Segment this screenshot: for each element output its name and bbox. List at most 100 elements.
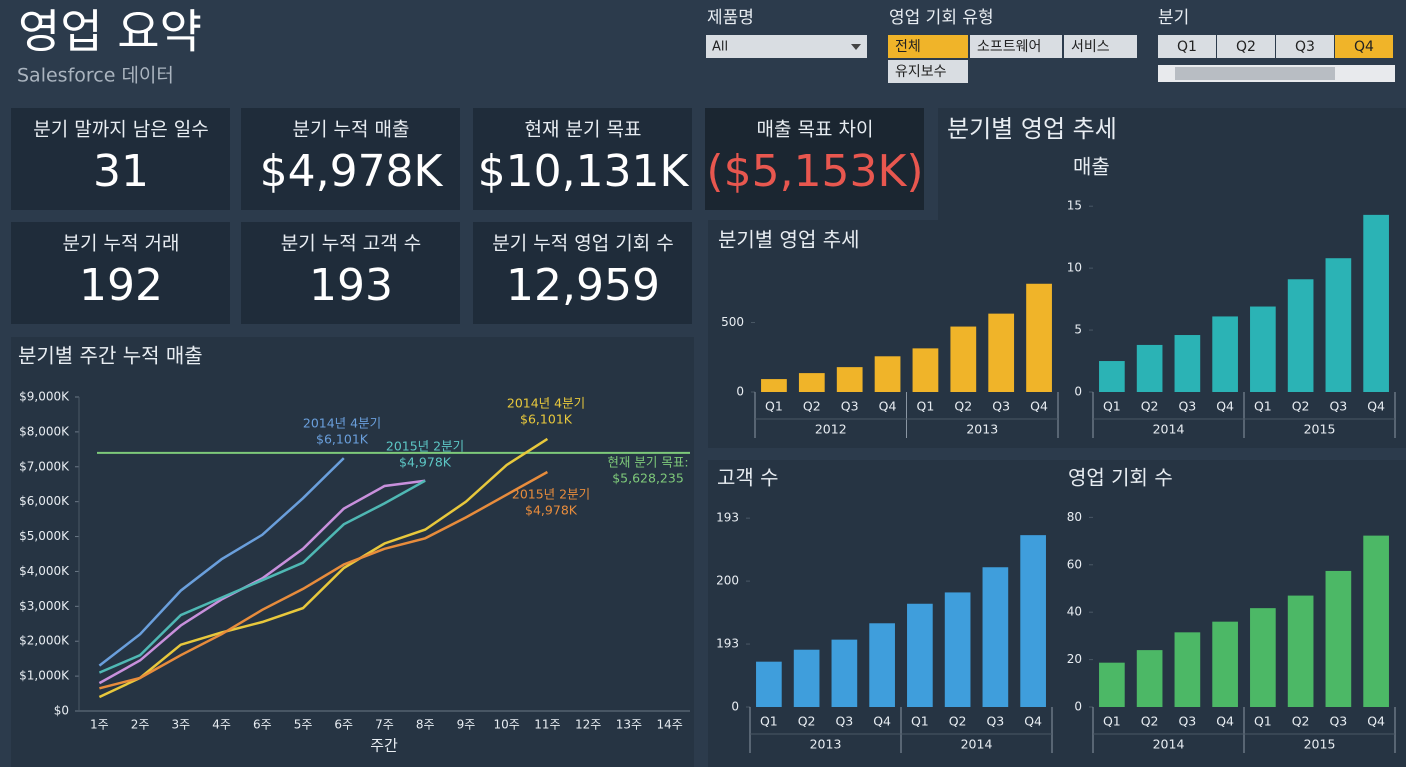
filter-button[interactable] xyxy=(1064,35,1137,58)
annotation: 2015년 2분기 xyxy=(386,439,464,454)
dropdown-arrow xyxy=(851,44,861,50)
filter-button[interactable] xyxy=(1335,35,1393,58)
line-series xyxy=(98,457,345,667)
y-tick-label: $0 xyxy=(54,704,69,718)
x-tick-label: Q2 xyxy=(1141,714,1159,729)
bar xyxy=(944,592,971,707)
x-tick-label: Q2 xyxy=(1292,714,1310,729)
x-tick-label: Q1 xyxy=(917,399,935,414)
x-tick-label: Q1 xyxy=(760,714,778,729)
scrollbar-thumb[interactable] xyxy=(1175,67,1335,80)
bar xyxy=(950,326,977,392)
x-tick-label: Q3 xyxy=(1178,714,1196,729)
x-tick-label: 13주 xyxy=(616,718,642,732)
filter-button[interactable] xyxy=(1217,35,1275,58)
x-tick-label: 14주 xyxy=(656,718,682,732)
x-tick-label: Q2 xyxy=(954,399,972,414)
x-tick-label: 7주 xyxy=(375,718,394,732)
x-tick-label: 11주 xyxy=(534,718,560,732)
bar xyxy=(988,313,1015,392)
y-tick-label: 15 xyxy=(1067,199,1082,213)
kpi-card xyxy=(241,222,460,324)
group-label: 2014 xyxy=(1153,422,1185,437)
x-tick-label: Q4 xyxy=(1030,399,1048,414)
page-title: 영업 요약 xyxy=(18,5,202,59)
filter-button-label: 전체 xyxy=(895,39,921,55)
chart-title: 고객 수 xyxy=(717,466,779,490)
x-tick-label: 5주 xyxy=(294,718,313,732)
group-label: 2015 xyxy=(1304,422,1336,437)
filter-button-label: Q3 xyxy=(1295,39,1315,55)
filter-button-label: 서비스 xyxy=(1071,39,1110,55)
panel xyxy=(11,337,694,767)
line-series xyxy=(98,437,549,699)
filter-button[interactable] xyxy=(1276,35,1334,58)
bar xyxy=(761,379,787,392)
kpi-label: 분기 누적 매출 xyxy=(293,119,410,141)
bar xyxy=(1212,316,1238,392)
bar xyxy=(1174,632,1201,707)
x-axis-label: 주간 xyxy=(370,737,398,755)
chart-title: 분기별 영업 추세 xyxy=(718,228,860,252)
chart-title: 분기별 주간 누적 매출 xyxy=(18,344,203,368)
bar xyxy=(1250,608,1276,707)
line-series xyxy=(98,479,426,685)
chart-title: 매출 xyxy=(1073,155,1110,179)
annotation: $4,978K xyxy=(399,455,452,470)
annotation: $6,101K xyxy=(316,432,369,447)
page-subtitle: Salesforce 데이터 xyxy=(17,65,174,87)
x-tick-label: Q4 xyxy=(1024,714,1042,729)
x-tick-label: Q3 xyxy=(986,714,1004,729)
filter-button-label: 소프트웨어 xyxy=(977,39,1041,55)
x-tick-label: 3주 xyxy=(171,718,190,732)
kpi-label: 분기 말까지 남은 일수 xyxy=(33,119,208,141)
filter-button[interactable] xyxy=(888,60,968,83)
annotation: 2014년 4분기 xyxy=(303,416,381,431)
y-tick-label: $6,000K xyxy=(19,494,70,508)
bar xyxy=(1287,279,1314,392)
x-tick-label: Q3 xyxy=(1329,714,1347,729)
filter-button[interactable] xyxy=(1158,35,1216,58)
kpi-label: 분기 누적 거래 xyxy=(63,233,180,255)
x-tick-label: Q4 xyxy=(1216,714,1234,729)
bar xyxy=(912,348,939,392)
x-tick-label: Q2 xyxy=(949,714,967,729)
filter-button[interactable] xyxy=(888,35,968,58)
kpi-value: 192 xyxy=(79,260,163,311)
group-label: 2014 xyxy=(961,737,993,752)
kpi-card xyxy=(473,222,692,324)
bar xyxy=(1136,344,1163,392)
y-tick-label: $1,000K xyxy=(19,669,70,683)
kpi-card xyxy=(473,108,692,210)
x-tick-label: Q3 xyxy=(1178,399,1196,414)
x-tick-label: 9주 xyxy=(457,718,476,732)
filter-button[interactable] xyxy=(970,35,1062,58)
bar xyxy=(874,356,901,392)
x-tick-label: Q2 xyxy=(803,399,821,414)
filter-button-label: Q4 xyxy=(1354,39,1374,55)
y-tick-label: $9,000K xyxy=(19,390,70,404)
annotation: $5,628,235 xyxy=(612,471,684,486)
kpi-value: ($5,153K) xyxy=(706,146,923,197)
bar xyxy=(1020,535,1046,707)
bar xyxy=(1174,335,1201,392)
x-tick-label: Q4 xyxy=(1367,714,1385,729)
x-tick-label: Q3 xyxy=(835,714,853,729)
y-tick-label: 0 xyxy=(1074,385,1082,399)
kpi-card xyxy=(11,108,230,210)
y-tick-label: $3,000K xyxy=(19,599,70,613)
annotation: 현재 분기 목표: xyxy=(607,455,688,470)
y-tick-label: 60 xyxy=(1067,557,1082,571)
filter-button-label: Q2 xyxy=(1236,39,1256,55)
y-tick-label: 20 xyxy=(1067,652,1082,666)
line-series xyxy=(99,470,549,690)
y-tick-label: $4,000K xyxy=(19,564,70,578)
bar xyxy=(1363,535,1389,707)
annotation: 2014년 4분기 xyxy=(507,396,585,411)
x-tick-label: Q3 xyxy=(1329,399,1347,414)
dropdown[interactable] xyxy=(706,35,867,58)
kpi-value: 31 xyxy=(93,146,149,197)
y-tick-label: 0 xyxy=(736,385,744,399)
kpi-card xyxy=(705,108,924,210)
kpi-value: $4,978K xyxy=(260,146,444,197)
